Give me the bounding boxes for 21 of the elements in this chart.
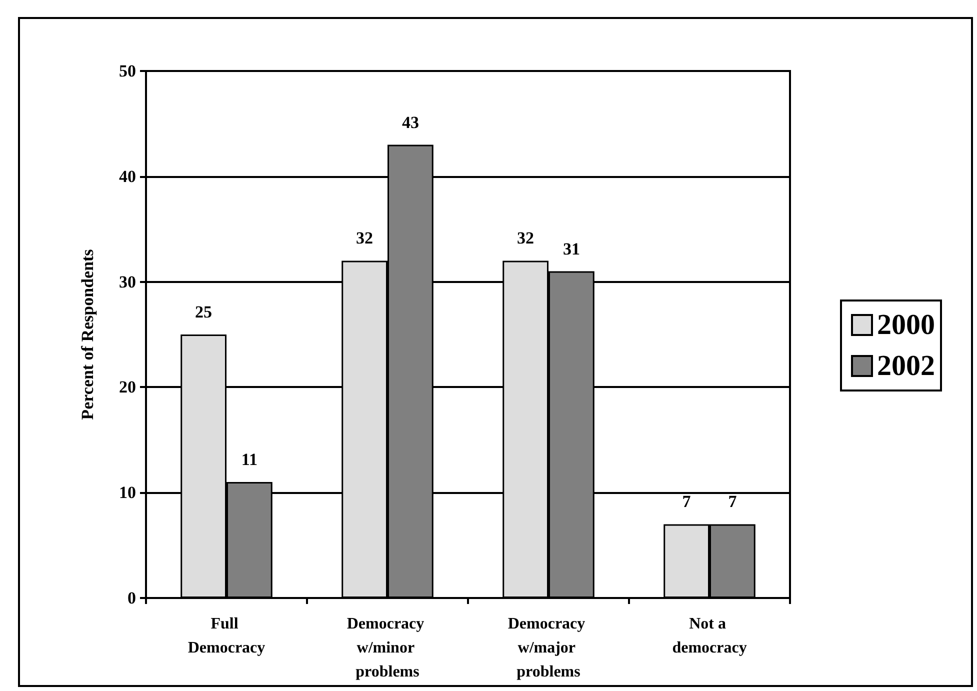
x-tick-label: Not a democracy bbox=[672, 616, 747, 656]
y-axis-title: Percent of Respondents bbox=[78, 248, 97, 420]
y-tick-label: 10 bbox=[119, 483, 136, 502]
x-tick-label: Democracy w/minor problems bbox=[346, 616, 428, 680]
legend-label: 2002 bbox=[877, 350, 935, 382]
y-tick-label: 40 bbox=[119, 166, 136, 186]
y-tick-label: 0 bbox=[128, 588, 136, 608]
x-tick-label: Democracy w/major problems bbox=[508, 616, 590, 680]
y-tick-label: 20 bbox=[119, 378, 136, 397]
y-tick-label: 30 bbox=[119, 272, 136, 292]
data-label: 31 bbox=[562, 239, 580, 258]
data-label: 25 bbox=[195, 302, 212, 322]
data-label: 32 bbox=[517, 228, 534, 248]
data-label: 11 bbox=[241, 450, 258, 470]
data-label: 32 bbox=[356, 228, 374, 248]
legend-label: 2000 bbox=[877, 309, 935, 341]
data-label: 7 bbox=[728, 492, 738, 512]
data-label: 43 bbox=[402, 112, 419, 132]
y-tick-label: 50 bbox=[119, 62, 136, 80]
x-tick-label: Full Democracy bbox=[188, 616, 266, 656]
data-label: 7 bbox=[682, 492, 692, 512]
